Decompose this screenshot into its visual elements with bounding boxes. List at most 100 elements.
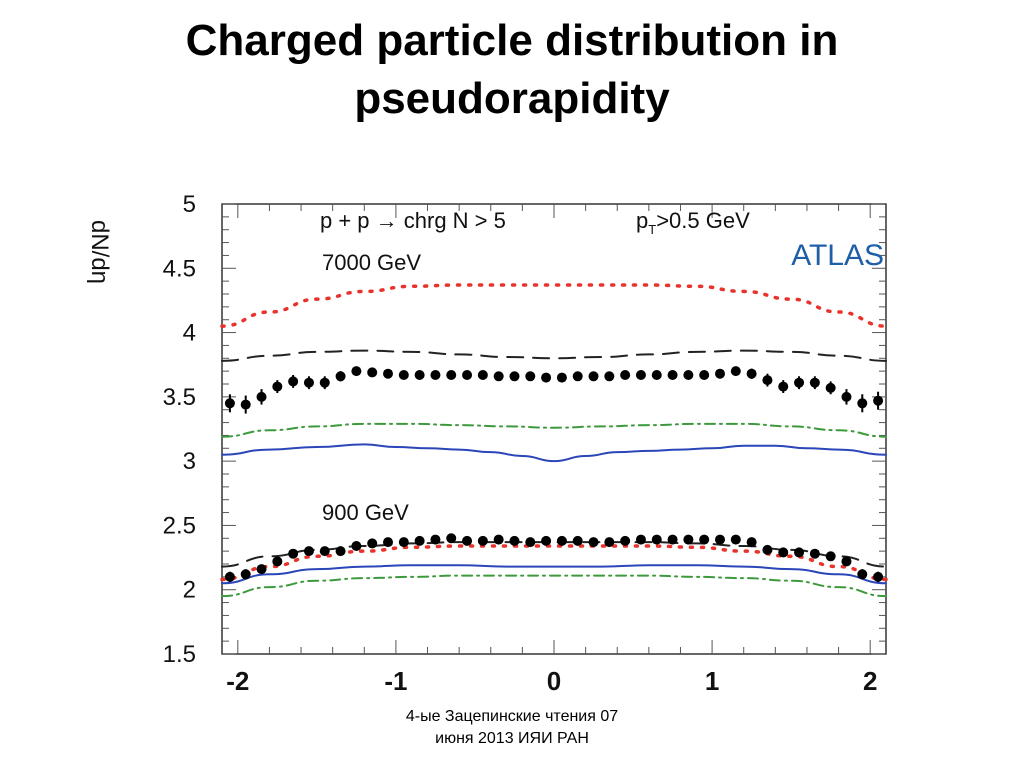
- y-tick-label: 4: [183, 320, 196, 347]
- data-point: [256, 391, 267, 402]
- data-point: [224, 571, 235, 582]
- selection-text: p + p → chrg N > 5: [320, 208, 506, 233]
- slide-title-line-1: Charged particle distribution in: [185, 16, 839, 65]
- data-point: [809, 548, 820, 559]
- data-point: [778, 381, 789, 392]
- y-tick-label: 2: [183, 577, 196, 604]
- data-point: [319, 377, 330, 388]
- model-curve-green-dashdot: [221, 574, 887, 598]
- data-point: [588, 537, 599, 548]
- data-point: [383, 537, 393, 548]
- pt-cut-label: pT>0.5 GeV: [636, 208, 750, 237]
- data-point: [525, 371, 536, 382]
- data-point: [572, 371, 583, 382]
- data-point: [620, 370, 631, 380]
- data-point: [651, 534, 662, 545]
- energy-900-label: 900 GeV: [322, 500, 409, 525]
- model-curves: [220, 283, 888, 598]
- data-point: [841, 556, 852, 567]
- data-point: [240, 399, 251, 410]
- model-curve-black-dashed: [221, 541, 887, 568]
- data-point: [809, 377, 820, 388]
- data-point: [446, 533, 457, 544]
- atlas-logo-text: ATLAS: [791, 239, 884, 272]
- slide-footer: 4-ые Зацепинские чтения 07 июня 2013 ИЯИ…: [312, 706, 712, 750]
- data-point: [256, 564, 267, 575]
- footer-line-2: июня 2013 ИЯИ РАН: [435, 730, 589, 747]
- data-point: [398, 537, 409, 548]
- data-point: [430, 534, 441, 545]
- data-point: [414, 370, 425, 380]
- data-point: [699, 370, 710, 380]
- data-point: [272, 381, 283, 392]
- data-point: [493, 371, 504, 382]
- data-point: [240, 569, 251, 580]
- data-point: [730, 366, 741, 377]
- data-point: [351, 366, 362, 377]
- data-point: [288, 548, 299, 559]
- data-point: [825, 551, 836, 562]
- energy-7000-label: 7000 GeV: [322, 250, 421, 275]
- data-point: [477, 370, 488, 380]
- x-tick-label: 0: [547, 666, 561, 696]
- data-point: [635, 534, 646, 545]
- data-point: [430, 370, 441, 380]
- data-point: [351, 541, 362, 551]
- selection-label: p + p → chrg N > 5: [320, 208, 506, 233]
- data-point: [477, 535, 488, 546]
- data-point: [272, 556, 283, 567]
- data-point: [509, 535, 520, 546]
- data-point: [825, 382, 836, 393]
- data-point: [319, 546, 330, 557]
- data-point: [335, 546, 346, 557]
- y-tick-label: 5: [183, 191, 196, 218]
- data-point: [541, 535, 552, 546]
- model-curve-blue-solid: [221, 443, 887, 463]
- y-tick-label: 3: [183, 448, 196, 475]
- data-point: [762, 375, 773, 386]
- model-curve-black-dashed: [221, 349, 887, 362]
- data-point: [303, 546, 314, 557]
- data-point: [683, 534, 694, 545]
- data-point: [667, 534, 678, 545]
- data-point: [383, 368, 393, 379]
- data-point: [335, 371, 346, 382]
- minor-ticks: [222, 203, 886, 655]
- data-point: [604, 371, 615, 382]
- y-tick-label: 2.5: [163, 512, 196, 539]
- data-point: [841, 391, 852, 402]
- data-point: [635, 370, 646, 380]
- model-curve-blue-solid: [221, 564, 887, 585]
- data-point: [857, 569, 868, 580]
- data-point: [873, 395, 884, 406]
- x-tick-label: 1: [705, 666, 719, 696]
- data-point: [224, 398, 235, 409]
- data-point: [715, 368, 725, 379]
- data-point: [414, 535, 425, 546]
- chart: 1.5 2 2.5 3 3.5 4 4.5 5 -2 -1 0 1 2 dN/dη p + p → c…: [86, 191, 888, 696]
- data-point: [525, 537, 536, 548]
- pt-cut-subscript: T: [648, 222, 656, 237]
- data-point: [288, 376, 299, 387]
- model-curve-red-dotted: [220, 283, 888, 328]
- data-point: [778, 547, 789, 558]
- data-point: [367, 538, 378, 549]
- data-point: [683, 370, 694, 380]
- data-point: [588, 371, 599, 382]
- y-tick-label: 3.5: [163, 384, 196, 411]
- data-point: [509, 371, 520, 382]
- data-point: [604, 537, 615, 548]
- data-point: [493, 534, 504, 545]
- data-points: [224, 366, 884, 582]
- data-point: [794, 377, 805, 388]
- pt-cut-suffix: >0.5 GeV: [656, 208, 750, 233]
- data-point: [367, 367, 378, 378]
- data-point: [857, 398, 868, 409]
- x-tick-label: -1: [384, 666, 407, 696]
- data-point: [667, 370, 678, 380]
- data-point: [398, 370, 409, 380]
- data-point: [699, 534, 710, 545]
- y-ticks: 1.5 2 2.5 3 3.5 4 4.5 5: [163, 191, 196, 668]
- data-point: [541, 372, 552, 383]
- data-point: [462, 535, 473, 546]
